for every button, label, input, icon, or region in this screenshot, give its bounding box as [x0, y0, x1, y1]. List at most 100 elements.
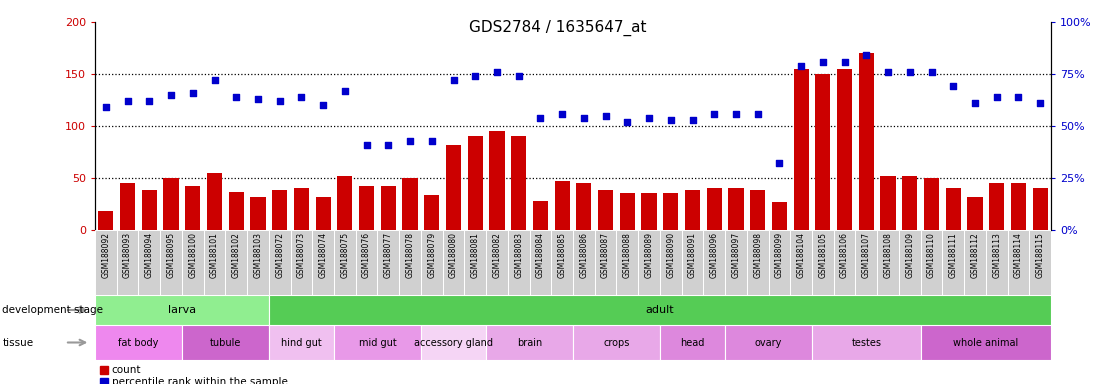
- Bar: [424, 195, 440, 230]
- Point: [618, 119, 636, 125]
- Point: [814, 58, 831, 65]
- Bar: [1032, 189, 1048, 230]
- Bar: [902, 176, 917, 230]
- Point: [575, 114, 593, 121]
- Point: [879, 69, 897, 75]
- Bar: [381, 186, 396, 230]
- Point: [944, 83, 962, 89]
- Bar: [945, 189, 961, 230]
- Bar: [598, 190, 613, 230]
- Text: GSM188112: GSM188112: [971, 232, 980, 278]
- Text: GSM188110: GSM188110: [927, 232, 936, 278]
- Text: GSM188077: GSM188077: [384, 232, 393, 278]
- Bar: [812, 325, 921, 360]
- Point: [97, 104, 115, 110]
- Bar: [250, 197, 266, 230]
- Bar: [511, 136, 527, 230]
- Bar: [858, 53, 874, 230]
- Text: GSM188095: GSM188095: [166, 232, 175, 278]
- Bar: [487, 230, 508, 295]
- Point: [162, 92, 180, 98]
- Bar: [921, 325, 1051, 360]
- Point: [1031, 100, 1049, 106]
- Text: GSM188083: GSM188083: [514, 232, 523, 278]
- Point: [466, 73, 484, 79]
- Bar: [703, 230, 725, 295]
- Point: [488, 69, 506, 75]
- Bar: [117, 230, 138, 295]
- Bar: [247, 230, 269, 295]
- Text: development stage: development stage: [2, 305, 104, 315]
- Text: GSM188107: GSM188107: [862, 232, 870, 278]
- Point: [184, 89, 202, 96]
- Text: GSM188099: GSM188099: [775, 232, 783, 278]
- Bar: [443, 230, 464, 295]
- Point: [249, 96, 267, 102]
- Bar: [573, 325, 660, 360]
- Text: GSM188094: GSM188094: [145, 232, 154, 278]
- Point: [1010, 94, 1028, 100]
- Text: GSM188114: GSM188114: [1014, 232, 1023, 278]
- Bar: [464, 230, 487, 295]
- Bar: [421, 230, 443, 295]
- Bar: [616, 230, 638, 295]
- Bar: [725, 325, 812, 360]
- Text: GSM188098: GSM188098: [753, 232, 762, 278]
- Point: [444, 77, 462, 83]
- Text: GSM188092: GSM188092: [102, 232, 110, 278]
- Bar: [706, 189, 722, 230]
- Bar: [269, 230, 290, 295]
- Bar: [400, 230, 421, 295]
- Bar: [203, 230, 225, 295]
- Point: [857, 52, 875, 58]
- Text: GSM188093: GSM188093: [123, 232, 132, 278]
- Text: GDS2784 / 1635647_at: GDS2784 / 1635647_at: [469, 20, 647, 36]
- Text: GSM188090: GSM188090: [666, 232, 675, 278]
- Point: [336, 88, 354, 94]
- Bar: [772, 202, 787, 230]
- Bar: [685, 190, 700, 230]
- Text: GSM188072: GSM188072: [276, 232, 285, 278]
- Bar: [660, 230, 682, 295]
- Point: [923, 69, 941, 75]
- Text: fat body: fat body: [118, 338, 158, 348]
- Text: GSM188102: GSM188102: [232, 232, 241, 278]
- Bar: [95, 230, 117, 295]
- Text: GSM188073: GSM188073: [297, 232, 306, 278]
- Bar: [573, 230, 595, 295]
- Text: GSM188109: GSM188109: [905, 232, 914, 278]
- Text: GSM188111: GSM188111: [949, 232, 958, 278]
- Bar: [403, 178, 417, 230]
- Bar: [793, 69, 809, 230]
- Text: brain: brain: [517, 338, 542, 348]
- Bar: [642, 192, 656, 230]
- Text: GSM188103: GSM188103: [253, 232, 262, 278]
- Point: [379, 142, 397, 148]
- Bar: [942, 230, 964, 295]
- Text: GSM188104: GSM188104: [797, 232, 806, 278]
- Point: [727, 111, 744, 117]
- Bar: [377, 230, 400, 295]
- Bar: [359, 186, 374, 230]
- Bar: [272, 190, 287, 230]
- Text: GSM188101: GSM188101: [210, 232, 219, 278]
- Text: GSM188105: GSM188105: [818, 232, 827, 278]
- Point: [205, 77, 223, 83]
- Bar: [555, 181, 570, 230]
- Bar: [269, 295, 1051, 325]
- Bar: [834, 230, 856, 295]
- Text: mid gut: mid gut: [358, 338, 396, 348]
- Bar: [142, 190, 157, 230]
- Bar: [747, 230, 769, 295]
- Text: GSM188085: GSM188085: [558, 232, 567, 278]
- Bar: [663, 192, 679, 230]
- Point: [792, 63, 810, 69]
- Text: GSM188074: GSM188074: [319, 232, 328, 278]
- Point: [901, 69, 918, 75]
- Point: [315, 102, 333, 108]
- Bar: [964, 230, 985, 295]
- Bar: [924, 178, 939, 230]
- Bar: [660, 325, 725, 360]
- Bar: [1011, 183, 1026, 230]
- Bar: [508, 230, 530, 295]
